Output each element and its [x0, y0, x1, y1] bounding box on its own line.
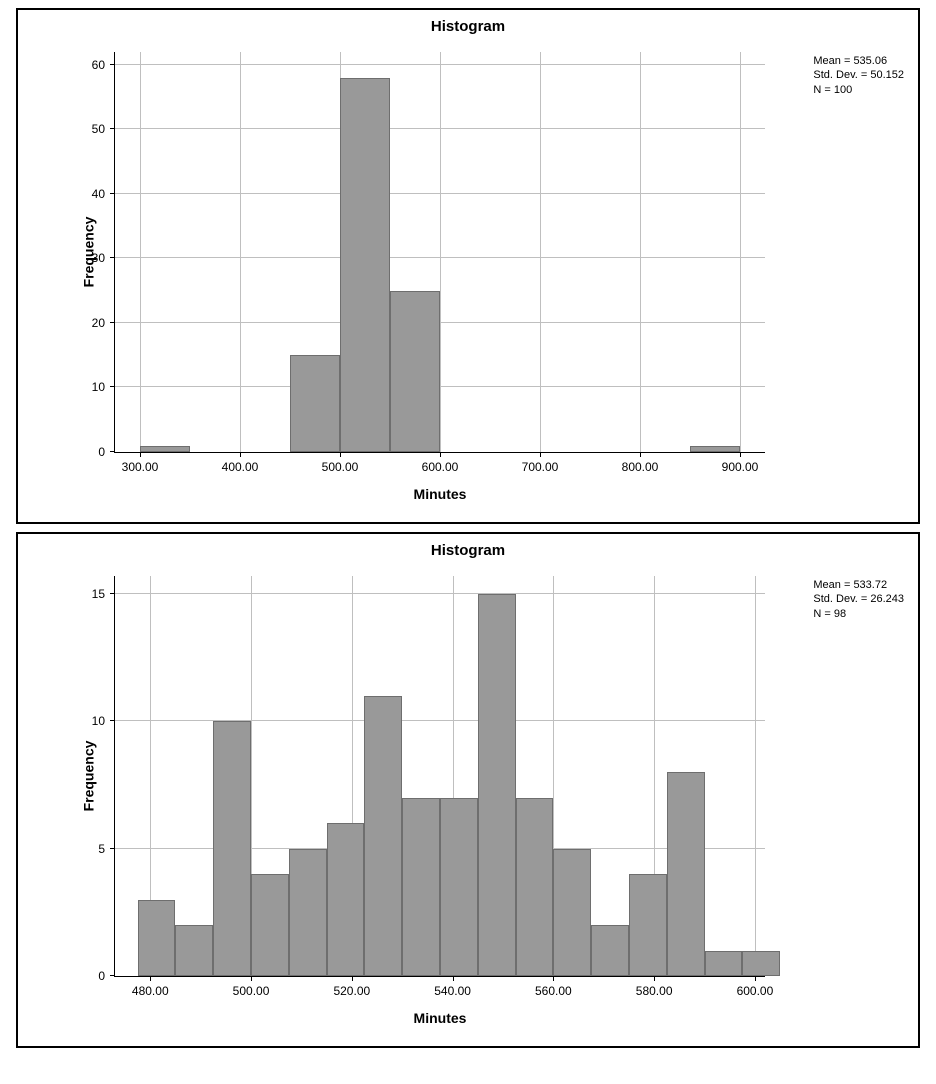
gridline-horizontal	[115, 128, 765, 129]
y-tick-label: 40	[92, 187, 115, 201]
histogram-bar	[742, 951, 780, 976]
x-tick-label: 900.00	[722, 452, 759, 474]
x-tick-label: 500.00	[233, 976, 270, 998]
y-tick-label: 50	[92, 122, 115, 136]
x-tick-label: 540.00	[434, 976, 471, 998]
histogram-bar	[175, 925, 213, 976]
histogram-bar	[138, 900, 176, 976]
gridline-horizontal	[115, 593, 765, 594]
x-tick-label: 480.00	[132, 976, 169, 998]
histogram-bar	[364, 696, 402, 976]
y-axis-label: Frequency	[80, 741, 96, 812]
gridline-vertical	[540, 52, 541, 452]
histogram-bar	[591, 925, 629, 976]
histogram-bar	[516, 798, 554, 976]
stats-sd: Std. Dev. = 50.152	[813, 68, 904, 82]
histogram-bar	[667, 772, 705, 976]
histogram-bar	[440, 798, 478, 976]
x-tick-label: 500.00	[322, 452, 359, 474]
histogram-bar	[327, 823, 365, 976]
x-tick-label: 580.00	[636, 976, 673, 998]
y-tick-label: 20	[92, 316, 115, 330]
histogram-bar	[251, 874, 289, 976]
x-tick-label: 600.00	[422, 452, 459, 474]
stats-mean: Mean = 533.72	[813, 578, 904, 592]
plot-area: 480.00500.00520.00540.00560.00580.00600.…	[114, 576, 764, 976]
gridline-horizontal	[115, 322, 765, 323]
chart-title: Histogram	[18, 10, 918, 35]
histogram-bar	[290, 355, 340, 452]
histogram-bar	[553, 849, 591, 976]
y-tick-label: 0	[98, 969, 115, 983]
gridline-horizontal	[115, 257, 765, 258]
gridline-vertical	[140, 52, 141, 452]
chart-title: Histogram	[18, 534, 918, 559]
x-tick-label: 400.00	[222, 452, 259, 474]
y-axis-label: Frequency	[80, 217, 96, 288]
histogram-bar	[690, 446, 740, 452]
stats-n: N = 98	[813, 607, 904, 621]
histogram-panel-0: Histogram Mean = 535.06Std. Dev. = 50.152…	[16, 8, 920, 524]
stats-box: Mean = 535.06Std. Dev. = 50.152N = 100	[813, 54, 904, 97]
stats-mean: Mean = 535.06	[813, 54, 904, 68]
x-tick-label: 300.00	[122, 452, 159, 474]
y-tick-label: 60	[92, 58, 115, 72]
histogram-bar	[629, 874, 667, 976]
histogram-bar	[140, 446, 190, 452]
gridline-vertical	[640, 52, 641, 452]
histogram-bar	[340, 78, 390, 452]
y-tick-label: 0	[98, 445, 115, 459]
histogram-bar	[402, 798, 440, 976]
histogram-bar	[478, 594, 516, 976]
histogram-bar	[289, 849, 327, 976]
plot-area: 300.00400.00500.00600.00700.00800.00900.…	[114, 52, 764, 452]
x-tick-label: 600.00	[737, 976, 774, 998]
x-tick-label: 800.00	[622, 452, 659, 474]
histogram-panel-1: Histogram Mean = 533.72Std. Dev. = 26.243…	[16, 532, 920, 1048]
x-tick-label: 700.00	[522, 452, 559, 474]
gridline-vertical	[440, 52, 441, 452]
x-tick-label: 560.00	[535, 976, 572, 998]
y-tick-label: 5	[98, 842, 115, 856]
gridline-horizontal	[115, 193, 765, 194]
histogram-bar	[213, 721, 251, 976]
x-tick-label: 520.00	[333, 976, 370, 998]
histogram-bar	[390, 291, 440, 452]
stats-box: Mean = 533.72Std. Dev. = 26.243N = 98	[813, 578, 904, 621]
y-tick-label: 15	[92, 587, 115, 601]
stats-n: N = 100	[813, 83, 904, 97]
gridline-vertical	[755, 576, 756, 976]
stats-sd: Std. Dev. = 26.243	[813, 592, 904, 606]
y-tick-label: 10	[92, 714, 115, 728]
x-axis-label: Minutes	[414, 486, 467, 502]
gridline-vertical	[240, 52, 241, 452]
y-tick-label: 10	[92, 380, 115, 394]
gridline-horizontal	[115, 64, 765, 65]
histogram-bar	[705, 951, 743, 976]
plot-box: 480.00500.00520.00540.00560.00580.00600.…	[114, 576, 765, 977]
x-axis-label: Minutes	[414, 1010, 467, 1026]
gridline-horizontal	[115, 386, 765, 387]
plot-box: 300.00400.00500.00600.00700.00800.00900.…	[114, 52, 765, 453]
gridline-vertical	[740, 52, 741, 452]
